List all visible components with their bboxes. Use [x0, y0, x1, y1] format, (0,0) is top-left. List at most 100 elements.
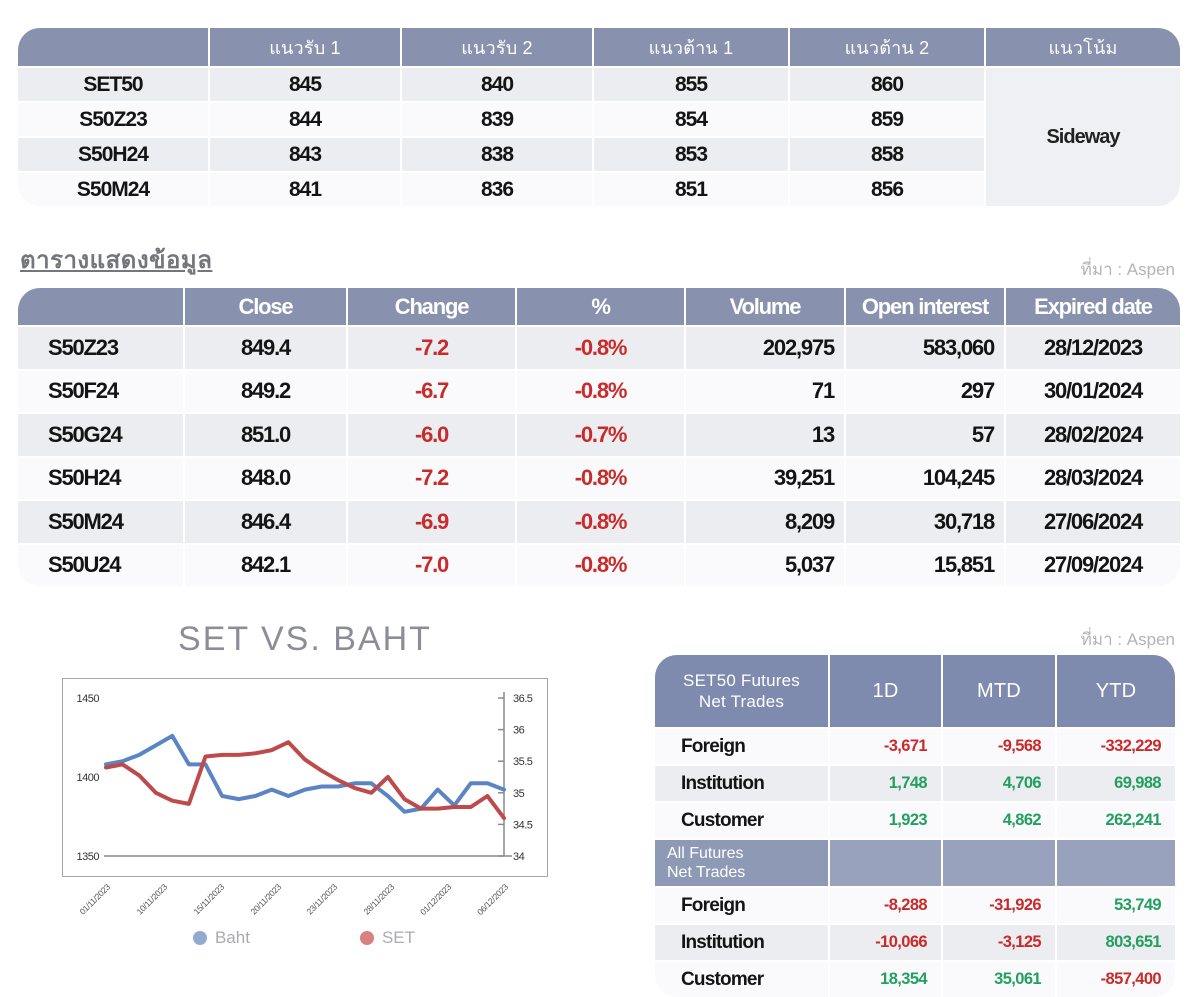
open-interest-value: 15,851: [846, 544, 1004, 586]
net-trades-col-header: MTD: [943, 655, 1055, 727]
x-axis-tick-label: 20/11/2023: [248, 882, 283, 917]
change-value: -6.0: [348, 414, 515, 456]
set50-net-label: Institution: [655, 766, 828, 801]
x-axis-tick-label: 28/11/2023: [361, 882, 397, 917]
change-value: -7.2: [348, 457, 515, 499]
contract-symbol: S50U24: [18, 544, 183, 586]
expired-date: 30/01/2024: [1006, 370, 1180, 412]
set50-net-value: 4,706: [943, 766, 1055, 801]
levels-resistance2: 860: [790, 68, 984, 101]
expired-date: 28/02/2024: [1006, 414, 1180, 456]
data-table-header: Volume: [686, 288, 844, 325]
all-net-value: 35,061: [943, 962, 1055, 997]
source-note-aspen: ที่มา : Aspen: [1080, 630, 1175, 649]
legend-item-baht: Baht: [192, 928, 250, 948]
levels-row-symbol: SET50: [18, 68, 208, 101]
open-interest-value: 30,718: [846, 501, 1004, 543]
contract-symbol: S50F24: [18, 370, 183, 412]
data-table-header: %: [517, 288, 684, 325]
percent-change: -0.8%: [517, 544, 684, 586]
percent-change: -0.8%: [517, 327, 684, 369]
set50-net-label: Customer: [655, 803, 828, 838]
data-table-header: Expired date: [1006, 288, 1180, 325]
levels-header: แนวโน้ม: [986, 28, 1180, 66]
trend-value: Sideway: [986, 68, 1180, 206]
legend-item-set: SET: [359, 928, 415, 948]
volume-value: 8,209: [686, 501, 844, 543]
volume-value: 39,251: [686, 457, 844, 499]
left-axis-tick-label: 1450: [77, 693, 100, 705]
chart-plot-area: 34 34.5 35 35.5 36 36.5 1350 1400 1450: [77, 692, 533, 863]
change-value: -7.2: [348, 327, 515, 369]
volume-value: 13: [686, 414, 844, 456]
x-axis-tick-label: 23/11/2023: [304, 882, 340, 917]
contract-symbol: S50G24: [18, 414, 183, 456]
levels-support2: 838: [402, 138, 592, 171]
close-value: 846.4: [185, 501, 346, 543]
levels-header: แนวรับ 1: [210, 28, 400, 66]
levels-resistance2: 859: [790, 103, 984, 136]
set-vs-baht-chart: 34 34.5 35 35.5 36 36.5 1350 1400 1450: [62, 678, 548, 877]
levels-resistance1: 851: [594, 173, 788, 206]
levels-header: แนวต้าน 2: [790, 28, 984, 66]
contract-symbol: S50H24: [18, 457, 183, 499]
expired-date: 28/03/2024: [1006, 457, 1180, 499]
all-futures-title: All Futures Net Trades: [655, 840, 828, 886]
volume-value: 71: [686, 370, 844, 412]
right-axis-tick-label: 35.5: [513, 756, 533, 768]
levels-support2: 840: [402, 68, 592, 101]
open-interest-value: 104,245: [846, 457, 1004, 499]
series-line-baht: [104, 733, 506, 814]
volume-value: 202,975: [686, 327, 844, 369]
levels-header: [18, 28, 208, 66]
levels-support2: 836: [402, 173, 592, 206]
levels-resistance1: 854: [594, 103, 788, 136]
data-table-title: ตารางแสดงข้อมูล: [20, 247, 213, 274]
set50-net-label: Foreign: [655, 729, 828, 764]
data-table-header: Open interest: [846, 288, 1004, 325]
all-net-value: -10,066: [830, 925, 941, 960]
right-axis-tick-label: 36.5: [513, 693, 533, 705]
data-table-header: [18, 288, 183, 325]
percent-change: -0.7%: [517, 414, 684, 456]
expired-date: 27/09/2024: [1006, 544, 1180, 586]
close-value: 849.4: [185, 327, 346, 369]
percent-change: -0.8%: [517, 457, 684, 499]
levels-support2: 839: [402, 103, 592, 136]
levels-resistance2: 856: [790, 173, 984, 206]
expired-date: 28/12/2023: [1006, 327, 1180, 369]
contract-symbol: S50Z23: [18, 327, 183, 369]
change-value: -6.7: [348, 370, 515, 412]
levels-resistance1: 853: [594, 138, 788, 171]
expired-date: 27/06/2024: [1006, 501, 1180, 543]
right-axis-tick-label: 36: [513, 725, 525, 737]
net-trades-title: SET50 Futures Net Trades: [655, 655, 828, 727]
set50-net-value: -9,568: [943, 729, 1055, 764]
all-futures-spacer: [830, 840, 941, 886]
data-table-header: Change: [348, 288, 515, 325]
series-line-set: [104, 740, 506, 821]
change-value: -6.9: [348, 501, 515, 543]
x-axis-tick-label: 01/12/2023: [418, 882, 454, 918]
set50-net-value: 4,862: [943, 803, 1055, 838]
close-value: 849.2: [185, 370, 346, 412]
open-interest-value: 297: [846, 370, 1004, 412]
percent-change: -0.8%: [517, 370, 684, 412]
net-trades-col-header: YTD: [1057, 655, 1175, 727]
all-net-label: Institution: [655, 925, 828, 960]
levels-support1: 845: [210, 68, 400, 101]
levels-row-symbol: S50M24: [18, 173, 208, 206]
legend-dot-icon: [192, 931, 207, 945]
levels-support1: 843: [210, 138, 400, 171]
levels-resistance1: 855: [594, 68, 788, 101]
set50-net-value: -3,671: [830, 729, 941, 764]
levels-row-symbol: S50Z23: [18, 103, 208, 136]
levels-header: แนวรับ 2: [402, 28, 592, 66]
net-trades-col-header: 1D: [830, 655, 941, 727]
set50-net-value: 69,988: [1057, 766, 1175, 801]
levels-header: แนวต้าน 1: [594, 28, 788, 66]
all-net-value: -857,400: [1057, 962, 1175, 997]
left-axis-tick-label: 1350: [77, 851, 100, 863]
chart-x-axis-labels: 01/11/2023 10/11/2023 15/11/2023 20/11/2023…: [62, 880, 546, 932]
set50-net-value: -332,229: [1057, 729, 1175, 764]
